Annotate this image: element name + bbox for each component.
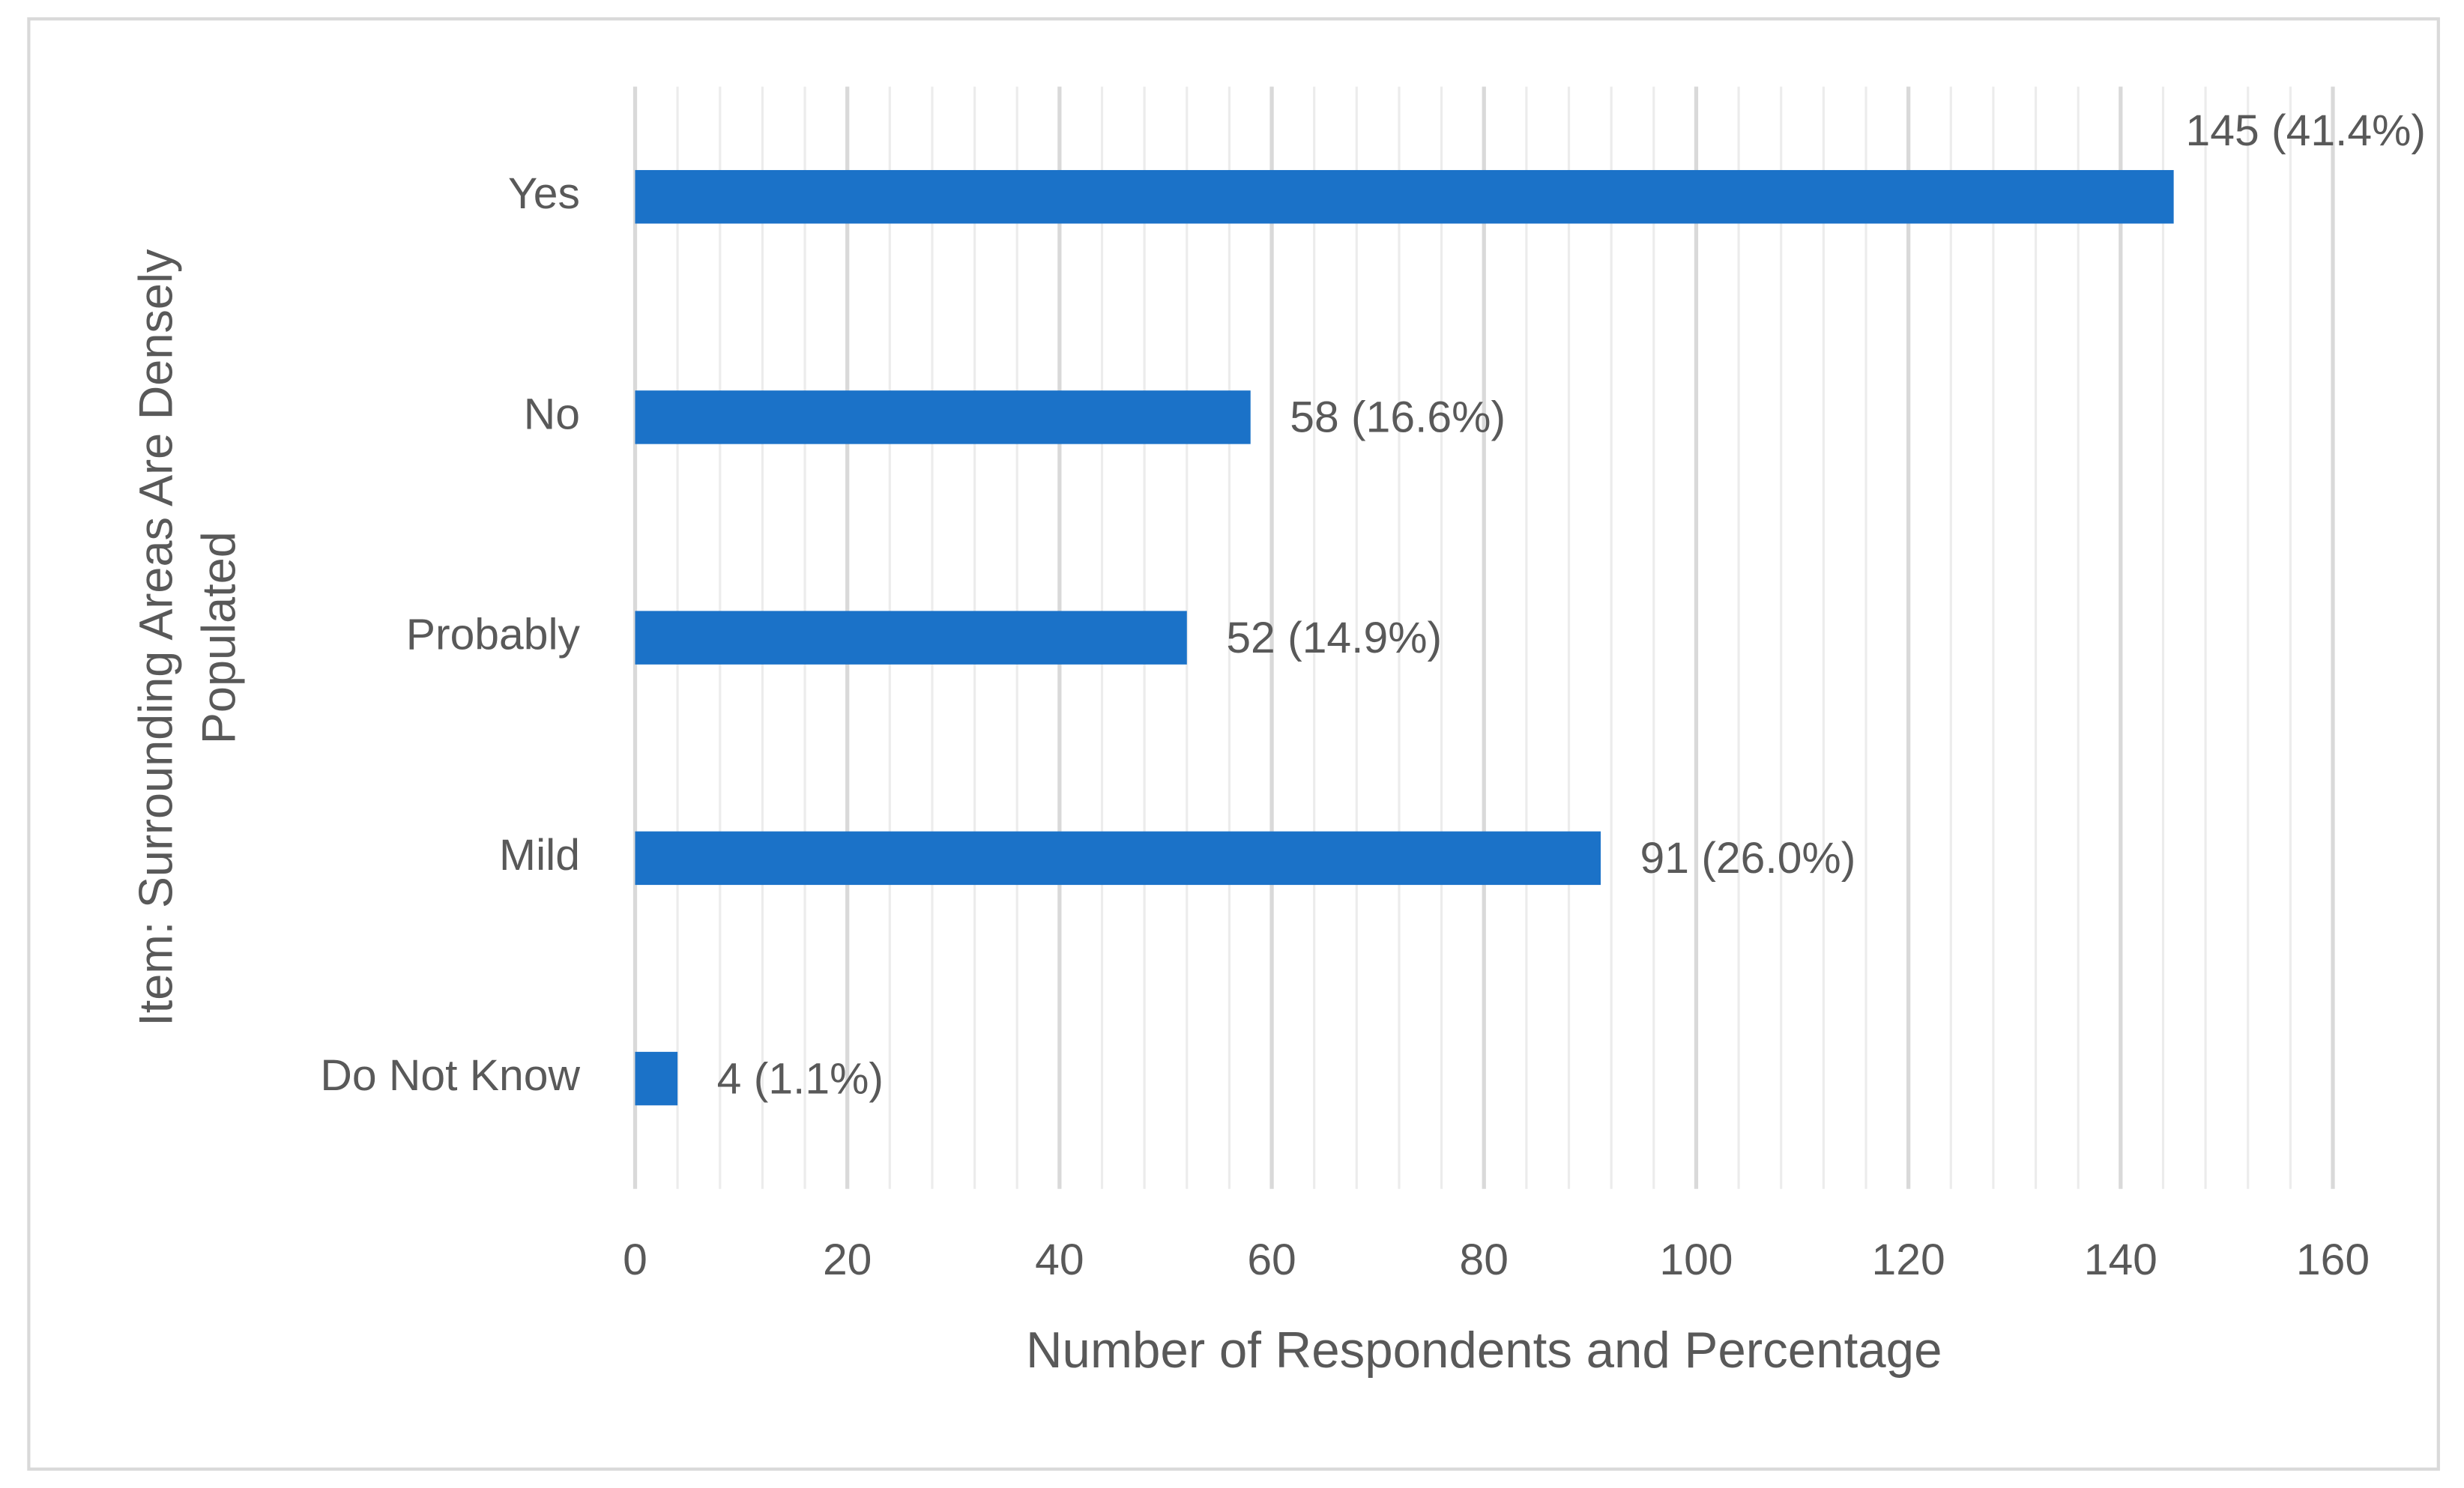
bar: [635, 831, 1601, 886]
bar: [635, 169, 2174, 224]
y-tick-label: Probably: [406, 611, 581, 659]
x-axis-title: Number of Respondents and Percentage: [1026, 1322, 1942, 1379]
data-label: 4 (1.1%): [717, 1054, 884, 1103]
y-tick-label: Do Not Know: [320, 1051, 580, 1100]
x-tick-label: 0: [623, 1236, 647, 1284]
y-axis-title: Item: Surrounding Areas Are Densely Popu…: [130, 249, 247, 1026]
x-tick-label: 80: [1460, 1236, 1509, 1284]
data-label: 145 (41.4%): [2186, 106, 2426, 155]
y-axis-title-box: Item: Surrounding Areas Are Densely Popu…: [130, 249, 247, 1026]
x-tick-label: 140: [2084, 1236, 2157, 1284]
x-tick-label: 60: [1247, 1236, 1296, 1284]
x-tick-label: 160: [2296, 1236, 2370, 1284]
bars: Yes 145 (41.4%) No 58 (16.6%) Probably 52 (14…: [320, 106, 2426, 1106]
x-tick-label: 40: [1035, 1236, 1084, 1284]
x-tick-label: 120: [1872, 1236, 1945, 1284]
y-tick-label: No: [524, 390, 580, 438]
y-tick-label: Mild: [499, 831, 580, 880]
bar: [635, 611, 1187, 665]
x-tick-label: 20: [823, 1236, 872, 1284]
y-tick-label: Yes: [508, 169, 580, 218]
data-label: 91 (26.0%): [1640, 834, 1856, 883]
bar: [635, 390, 1251, 444]
x-tick-label: 100: [1659, 1236, 1733, 1284]
chart-border: [27, 17, 2440, 1471]
bar: [635, 1051, 678, 1106]
data-label: 58 (16.6%): [1290, 393, 1506, 442]
data-label: 52 (14.9%): [1226, 614, 1442, 662]
